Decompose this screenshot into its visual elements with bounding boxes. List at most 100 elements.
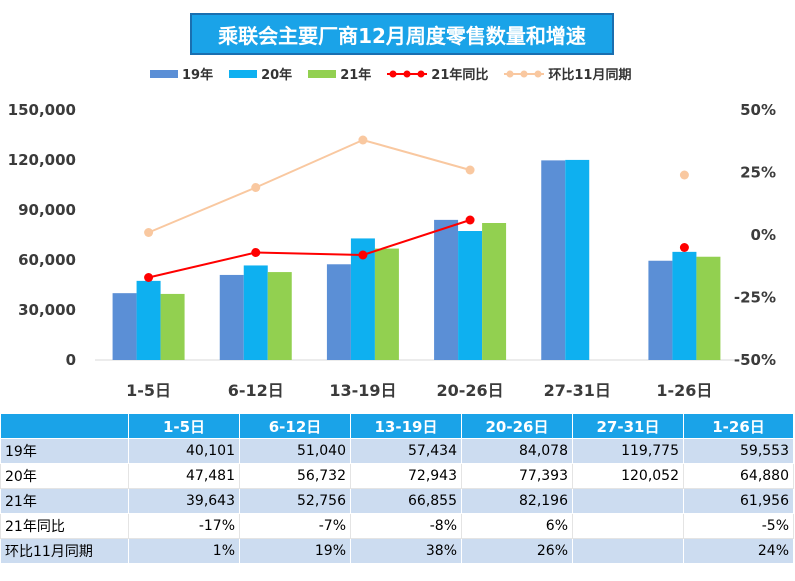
point-环比11月同期: [144, 228, 154, 237]
bar-19年: [219, 274, 244, 360]
table-cell: [572, 513, 684, 539]
x-category-label: 27-31日: [544, 381, 611, 400]
x-category-label: 1-26日: [656, 381, 712, 400]
table-cell: 57,434: [350, 438, 462, 464]
table-cell: 19%: [239, 538, 351, 564]
table-cell: 52,756: [239, 488, 351, 514]
legend-item-19: 19年: [150, 64, 213, 83]
table-cell: [572, 488, 684, 514]
row-label: 20年: [0, 463, 129, 489]
table-cell: 24%: [683, 538, 794, 564]
x-category-label: 6-12日: [228, 381, 284, 400]
table-row: 19年 40,101 51,040 57,434 84,078 119,775 …: [0, 438, 794, 464]
table-cell: -7%: [239, 513, 351, 539]
right-axis-tick-label: 50%: [740, 101, 776, 119]
legend-label-yoy: 21年同比: [431, 68, 489, 83]
left-axis-tick-label: 150,000: [8, 101, 76, 119]
table-cell: 120,052: [572, 463, 684, 489]
table-cell: 47,481: [128, 463, 240, 489]
point-环比11月同期: [358, 135, 368, 145]
bar-21年: [374, 248, 399, 360]
table-cell: [572, 538, 684, 564]
table-row: 20年 47,481 56,732 72,943 77,393 120,052 …: [0, 463, 794, 489]
legend: 19年 20年 21年 21年同比 环比11月同期: [150, 64, 631, 83]
table-cell: 84,078: [461, 438, 573, 464]
table-cell: 26%: [461, 538, 573, 564]
table-cell: 72,943: [350, 463, 462, 489]
table-header-cell: 27-31日: [572, 413, 684, 439]
bar-19年: [112, 293, 137, 360]
left-axis-tick-label: 30,000: [18, 301, 76, 319]
point-21年同比: [144, 273, 154, 282]
point-21年同比: [679, 243, 689, 252]
table-cell: 77,393: [461, 463, 573, 489]
point-环比11月同期: [465, 165, 475, 175]
legend-label-mom: 环比11月同期: [548, 68, 632, 83]
bar-19年: [541, 160, 566, 360]
table-row: 环比11月同期 1% 19% 38% 26% 24%: [0, 538, 794, 564]
bar-21年: [267, 272, 292, 360]
line-环比11月同期: [148, 138, 471, 234]
left-axis-tick-label: 0: [66, 351, 76, 369]
legend-item-mom: 环比11月同期: [504, 64, 631, 83]
line-21年同比: [148, 219, 471, 279]
bar-20年: [243, 265, 268, 360]
bar-20年: [136, 280, 161, 360]
row-label: 21年: [0, 488, 129, 514]
bar-19年: [326, 264, 351, 360]
right-axis-tick-label: -25%: [734, 289, 776, 307]
table-cell: 119,775: [572, 438, 684, 464]
bar-21年: [696, 256, 721, 360]
legend-item-20: 20年: [229, 64, 292, 83]
bar-21年: [160, 293, 185, 360]
table-header-cell: 1-26日: [683, 413, 794, 439]
right-axis-tick-label: 0%: [751, 226, 776, 244]
table-cell: 38%: [350, 538, 462, 564]
table-header-row: 1-5日 6-12日 13-19日 20-26日 27-31日 1-26日: [0, 413, 794, 439]
bar-19年: [648, 260, 673, 360]
data-table: 1-5日 6-12日 13-19日 20-26日 27-31日 1-26日 19…: [0, 413, 794, 564]
table-cell: -17%: [128, 513, 240, 539]
legend-swatch-20: [229, 69, 258, 78]
legend-swatch-19: [150, 69, 178, 78]
table-cell: -5%: [683, 513, 794, 539]
table-cell: 1%: [128, 538, 240, 564]
x-category-label: 20-26日: [436, 381, 503, 400]
row-label: 环比11月同期: [0, 538, 129, 564]
point-21年同比: [358, 250, 368, 260]
bar-20年: [672, 251, 697, 360]
bar-19年: [434, 219, 459, 360]
legend-label-21: 21年: [340, 68, 372, 83]
table-cell: 82,196: [461, 488, 573, 514]
table-header-cell: 20-26日: [461, 413, 573, 439]
row-label: 19年: [0, 438, 129, 464]
legend-item-21: 21年: [308, 64, 371, 83]
table-header-cell: 6-12日: [239, 413, 351, 439]
left-axis-tick-label: 60,000: [18, 251, 76, 269]
table-row: 21年同比 -17% -7% -8% 6% -5%: [0, 513, 794, 539]
point-环比11月同期: [679, 170, 689, 180]
table-row: 21年 39,643 52,756 66,855 82,196 61,956: [0, 488, 794, 514]
legend-label-20: 20年: [261, 68, 293, 83]
table-cell: 56,732: [239, 463, 351, 489]
table-header-cell: 1-5日: [128, 413, 240, 439]
left-axis-tick-label: 120,000: [8, 151, 76, 169]
table-cell: 40,101: [128, 438, 240, 464]
table-cell: 6%: [461, 513, 573, 539]
legend-swatch-21: [308, 69, 337, 78]
table-cell: 39,643: [128, 488, 240, 514]
table-header-cell: [0, 413, 129, 439]
right-axis-tick-label: 25%: [740, 164, 776, 182]
right-axis-tick-label: -50%: [734, 351, 776, 369]
table-cell: 64,880: [683, 463, 794, 489]
point-21年同比: [251, 248, 261, 257]
left-axis-tick-label: 90,000: [18, 201, 76, 219]
table-cell: 59,553: [683, 438, 794, 464]
table-cell: -8%: [350, 513, 462, 539]
bar-21年: [482, 223, 507, 360]
bar-20年: [565, 159, 590, 360]
legend-swatch-yoy: [387, 70, 428, 77]
x-category-label: 13-19日: [329, 381, 396, 400]
point-环比11月同期: [251, 183, 261, 192]
chart-title: 乘联会主要厂商12月周度零售数量和增速: [190, 13, 614, 55]
